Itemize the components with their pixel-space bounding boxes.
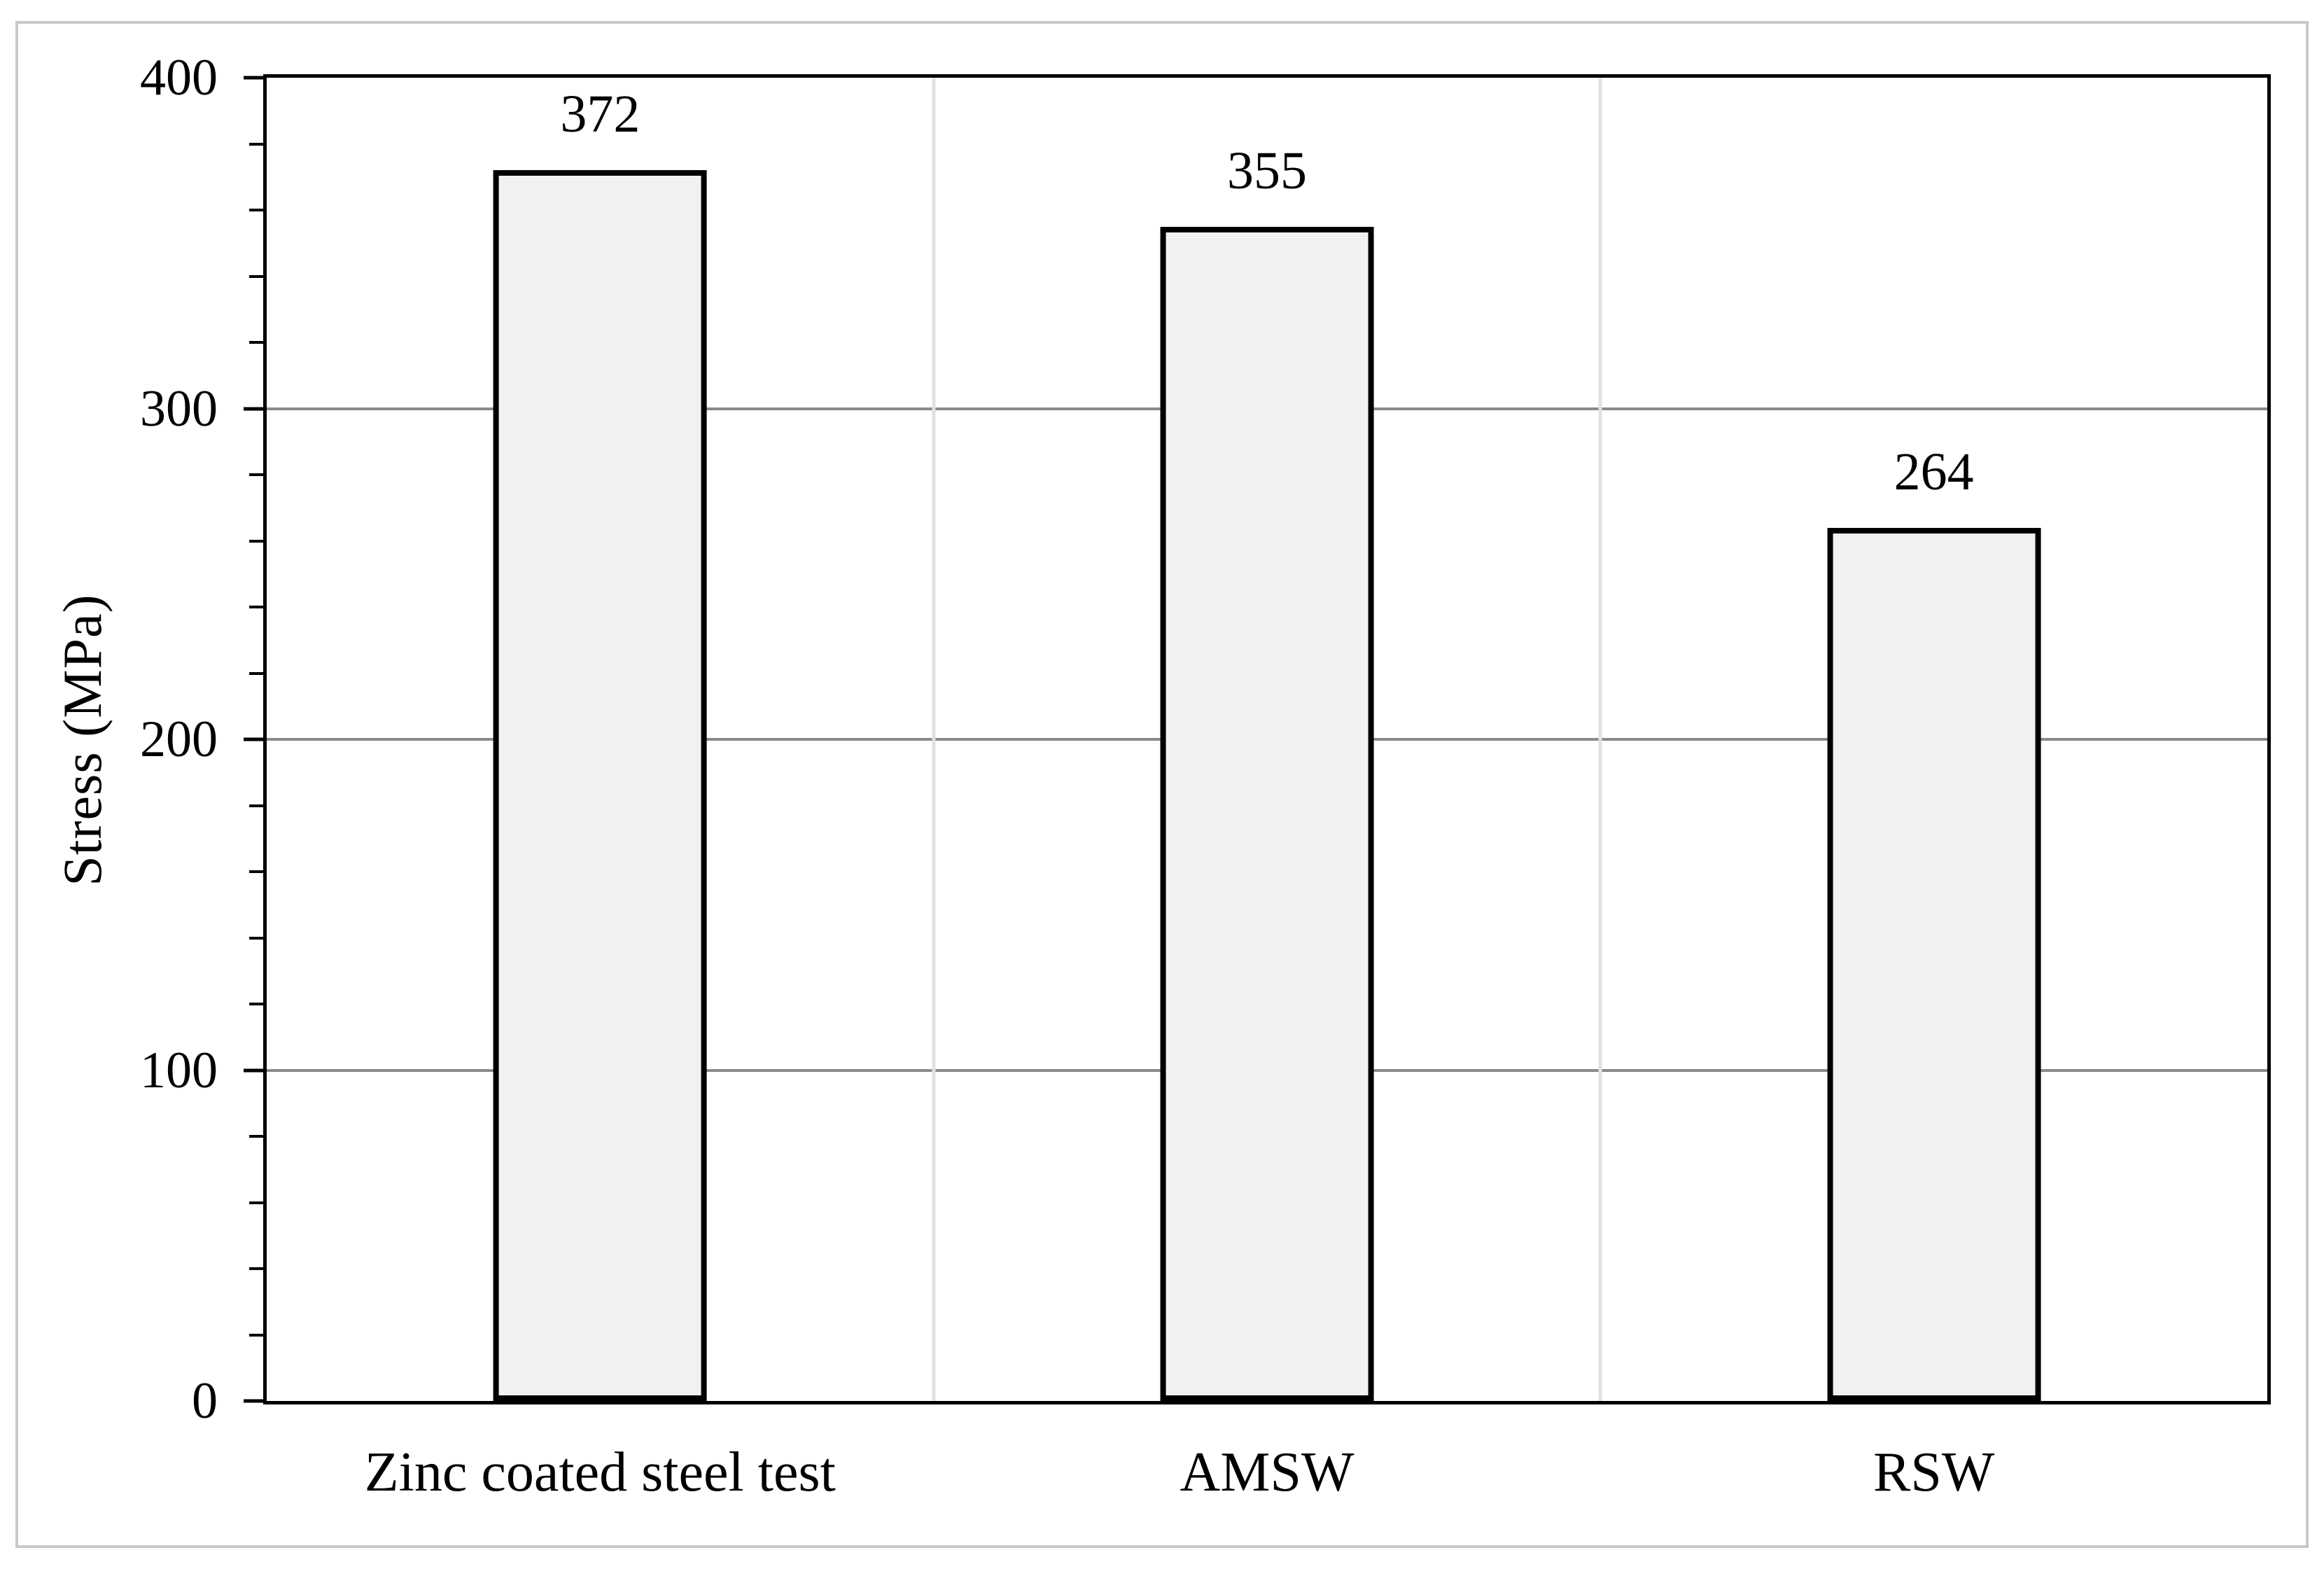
- y-axis-minor-tick: [249, 539, 263, 543]
- category-labels-layer: Zinc coated steel test AMSW RSW: [267, 78, 2267, 1500]
- y-axis-minor-tick: [249, 606, 263, 608]
- y-tick-label: 200: [140, 711, 218, 768]
- y-axis-minor-tick: [249, 804, 263, 807]
- y-tick-label: 0: [192, 1372, 218, 1430]
- y-axis-minor-tick: [249, 209, 263, 211]
- y-axis-minor-tick: [249, 671, 263, 675]
- y-axis-major-tick: [244, 1068, 263, 1072]
- y-axis-major-tick: [244, 737, 263, 741]
- y-axis-minor-tick: [249, 142, 263, 146]
- y-axis-minor-tick: [249, 870, 263, 873]
- category-label: RSW: [1872, 1442, 1995, 1503]
- category-label: Zinc coated steel test: [364, 1442, 836, 1503]
- bar: [1160, 226, 1374, 1401]
- plot-area: 0 100 200 300 400 372 355 264 Zinc coated stee…: [140, 52, 2271, 1500]
- ytick-labels-layer: 0 100 200 300 400: [140, 52, 2267, 1427]
- vertical-gridline: [1598, 78, 1602, 1401]
- y-axis-minor-tick: [249, 1003, 263, 1005]
- y-axis-title: Stress (MPa): [52, 594, 113, 886]
- y-axis-major-tick: [244, 76, 263, 80]
- y-axis-minor-tick: [249, 1201, 263, 1204]
- ticks-layer: [244, 76, 2267, 1403]
- y-tick-label: 100: [140, 1041, 218, 1099]
- y-axis-minor-tick: [249, 473, 263, 476]
- y-axis-major-tick: [244, 1399, 263, 1403]
- bars-layer: 372 355 264: [267, 78, 2267, 1401]
- y-tick-label: 300: [140, 379, 218, 438]
- vertical-gridline: [932, 78, 936, 1401]
- y-axis-minor-tick: [249, 936, 263, 940]
- y-tick-label: 400: [140, 49, 218, 106]
- y-axis-minor-tick: [249, 274, 263, 278]
- category-label: AMSW: [1180, 1442, 1354, 1503]
- bar-value-label: 355: [1227, 141, 1307, 200]
- bar-value-label: 372: [560, 85, 640, 144]
- y-axis-minor-tick: [249, 341, 263, 344]
- bar: [1827, 527, 2041, 1401]
- bar: [493, 170, 707, 1401]
- y-axis-minor-tick: [249, 1267, 263, 1270]
- bar-value-label: 264: [1893, 442, 1974, 501]
- y-axis-minor-tick: [249, 1135, 263, 1138]
- y-axis-minor-tick: [249, 1333, 263, 1337]
- y-axis-major-tick: [244, 407, 263, 410]
